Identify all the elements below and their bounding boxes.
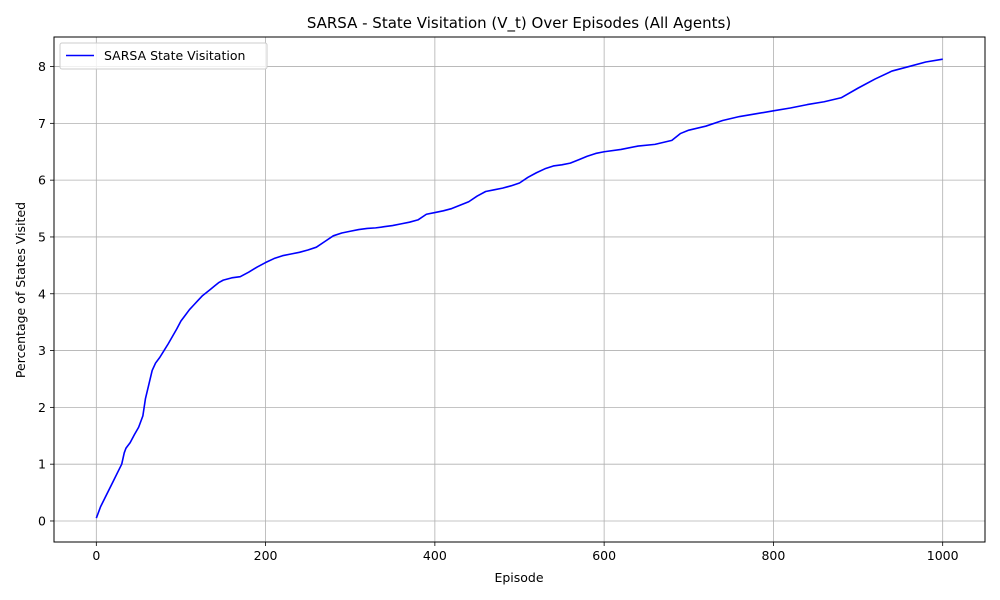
x-tick-label: 1000 <box>927 548 959 563</box>
series-layer <box>95 58 943 519</box>
x-tick-label: 0 <box>92 548 100 563</box>
series-line <box>95 58 943 519</box>
y-tick-label: 6 <box>38 173 46 188</box>
y-tick-label: 1 <box>38 457 46 472</box>
x-tick-label: 200 <box>254 548 278 563</box>
y-tick-label: 7 <box>38 116 46 131</box>
y-tick-label: 4 <box>38 286 46 301</box>
legend-label: SARSA State Visitation <box>104 48 245 63</box>
y-tick-label: 0 <box>38 513 46 528</box>
y-axis-title: Percentage of States Visited <box>13 202 28 378</box>
chart-title: SARSA - State Visitation (V_t) Over Epis… <box>307 14 731 33</box>
y-tick-label: 2 <box>38 400 46 415</box>
x-axis-title: Episode <box>494 570 543 585</box>
legend: SARSA State Visitation <box>59 42 268 70</box>
y-tick-label: 5 <box>38 229 46 244</box>
x-tick-label: 400 <box>423 548 447 563</box>
ticks-layer: 0 200 400 600 800 1000 0 1 2 3 4 5 6 7 8 <box>38 59 959 563</box>
y-tick-label: 3 <box>38 343 46 358</box>
plot-frame <box>53 36 986 543</box>
x-tick-label: 600 <box>592 548 616 563</box>
x-tick-label: 800 <box>761 548 785 563</box>
legend-box <box>59 42 268 70</box>
grid-layer <box>54 37 985 542</box>
y-tick-label: 8 <box>38 59 46 74</box>
